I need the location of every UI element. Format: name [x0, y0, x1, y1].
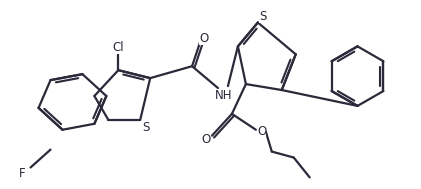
Text: O: O: [200, 32, 209, 45]
Text: S: S: [143, 121, 150, 134]
Text: NH: NH: [215, 89, 233, 102]
Text: F: F: [19, 167, 26, 180]
Text: Cl: Cl: [112, 41, 124, 54]
Text: O: O: [257, 125, 266, 138]
Text: S: S: [259, 10, 266, 23]
Text: O: O: [201, 133, 210, 146]
